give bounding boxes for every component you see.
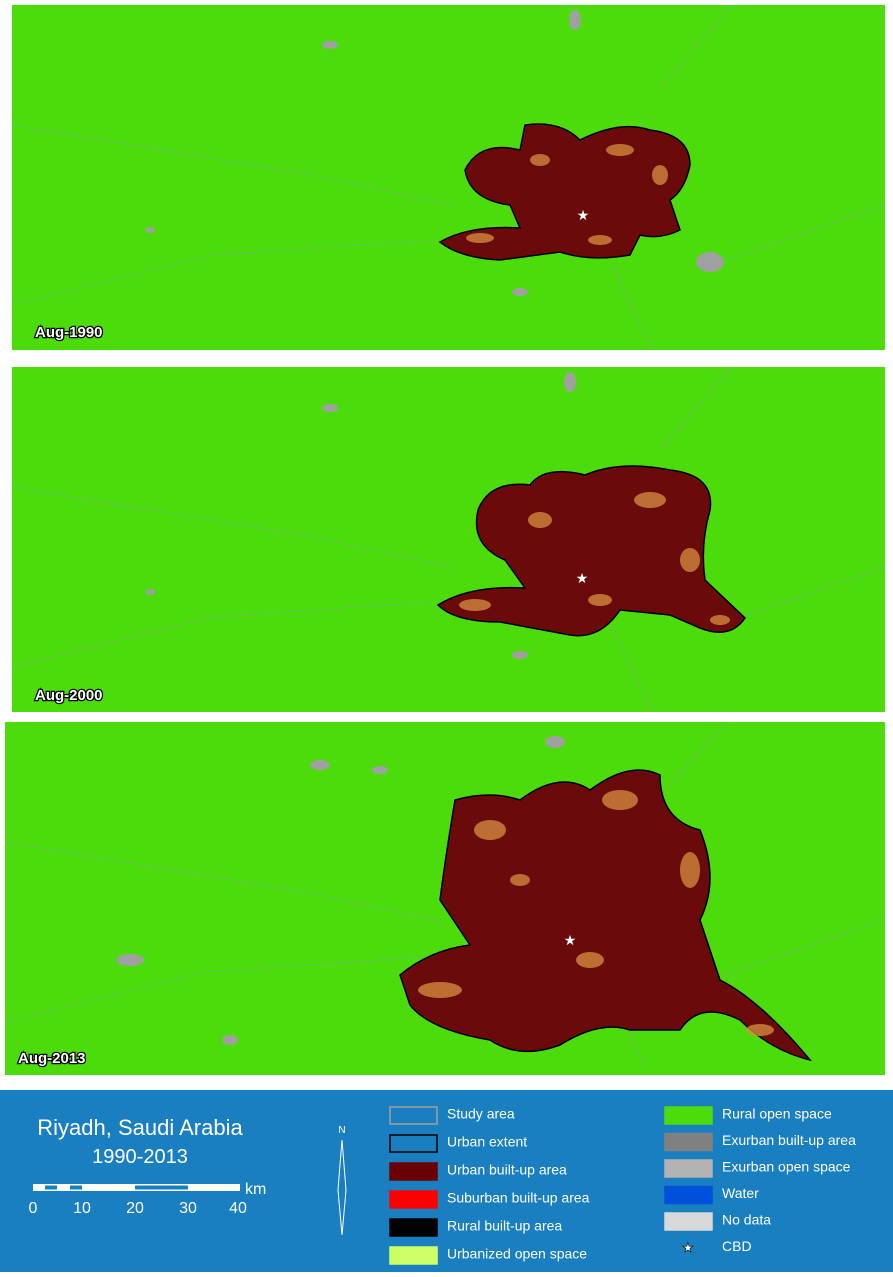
legend-swatch: [390, 1191, 437, 1208]
legend-label: Water: [722, 1185, 759, 1201]
scale-label: 10: [73, 1200, 91, 1217]
legend-swatch: [665, 1107, 712, 1124]
scale-label: 0: [29, 1200, 38, 1217]
legend-swatch: [665, 1187, 712, 1204]
map-panel: ★ Aug-2013: [5, 722, 885, 1075]
cbd: ★: [576, 570, 589, 586]
scale-label: 20: [126, 1200, 144, 1217]
legend-label: Urbanized open space: [447, 1246, 587, 1262]
legend-swatch: [390, 1163, 437, 1180]
legend-label: Urban built-up area: [447, 1162, 567, 1178]
legend-label: Rural built-up area: [447, 1218, 562, 1234]
legend-swatch: [665, 1160, 712, 1177]
page: {"panels":[{"label":"Aug-1990"},{"label"…: [0, 0, 893, 1272]
legend-swatch: [390, 1135, 437, 1152]
legend-subtitle: 1990-2013: [92, 1146, 188, 1168]
legend-symbol: ★: [682, 1240, 694, 1255]
legend-label: Suburban built-up area: [447, 1190, 590, 1206]
legend-label: Exurban open space: [722, 1159, 851, 1175]
panel-label: Aug-1990: [35, 324, 103, 341]
panel-label: Aug-2013: [18, 1050, 86, 1067]
legend-title: Riyadh, Saudi Arabia: [37, 1115, 243, 1140]
scale-label: 30: [179, 1200, 197, 1217]
rural-open-space: [12, 5, 885, 350]
legend-label: CBD: [722, 1238, 752, 1254]
cbd: ★: [577, 207, 590, 223]
map-panel: ★ Aug-1990: [12, 5, 885, 350]
legend-swatch: [665, 1134, 712, 1151]
legend: Riyadh, Saudi Arabia 1990-2013 km N 0 10 2…: [0, 1090, 893, 1272]
scale-label: 40: [229, 1200, 247, 1217]
legend-swatch: [390, 1107, 437, 1124]
scale-unit: km: [245, 1181, 266, 1198]
legend-label: Exurban built-up area: [722, 1132, 856, 1148]
legend-label: Urban extent: [447, 1134, 527, 1150]
legend-swatch: [665, 1213, 712, 1230]
rural-open-space: [12, 367, 885, 712]
map-figure: ★ Aug-1990 ★ Aug-2000 ★ Aug-2013 Riyadh,…: [0, 0, 893, 1272]
legend-label: Study area: [447, 1106, 515, 1122]
map-panel: ★ Aug-2000: [12, 367, 885, 712]
legend-label: No data: [722, 1212, 771, 1228]
cbd: ★: [564, 932, 577, 948]
legend-label: Rural open space: [722, 1106, 832, 1122]
legend-swatch: [390, 1219, 437, 1236]
scale-bar: [33, 1184, 240, 1191]
panel-label: Aug-2000: [35, 687, 103, 704]
north-label: N: [338, 1125, 345, 1136]
legend-swatch: [390, 1247, 437, 1264]
